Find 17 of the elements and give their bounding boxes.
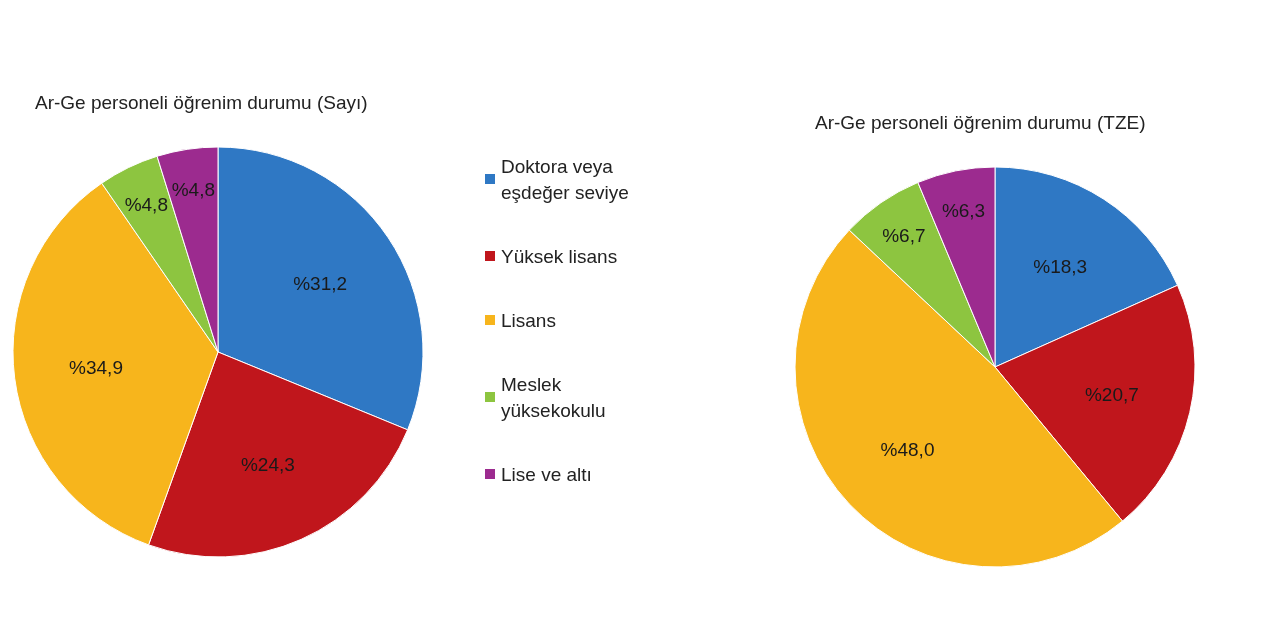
data-label: %24,3 bbox=[240, 453, 295, 475]
legend-label: Meslek yüksekokulu bbox=[501, 373, 606, 421]
data-label: %31,2 bbox=[293, 273, 348, 294]
legend-label: Doktora veya eşdeğer seviye bbox=[501, 155, 629, 203]
data-label: %18,3 bbox=[1033, 255, 1088, 277]
legend-label: Lisans bbox=[501, 309, 556, 331]
data-label: %4,8 bbox=[124, 194, 168, 215]
legend-label: Lise ve altı bbox=[501, 463, 592, 485]
data-label: %48,0 bbox=[880, 438, 935, 460]
data-label: %34,9 bbox=[69, 357, 123, 379]
chart-title: Ar-Ge personeli öğrenim durumu (Sayı) bbox=[35, 92, 368, 113]
legend-label: Yüksek lisans bbox=[501, 245, 618, 267]
data-label: %4,8 bbox=[171, 179, 216, 201]
data-label: %6,7 bbox=[882, 225, 926, 247]
chart-title: Ar-Ge personeli öğrenim durumu (TZE) bbox=[815, 112, 1146, 133]
data-label: %20,7 bbox=[1084, 383, 1139, 405]
data-label: %6,3 bbox=[941, 199, 986, 221]
